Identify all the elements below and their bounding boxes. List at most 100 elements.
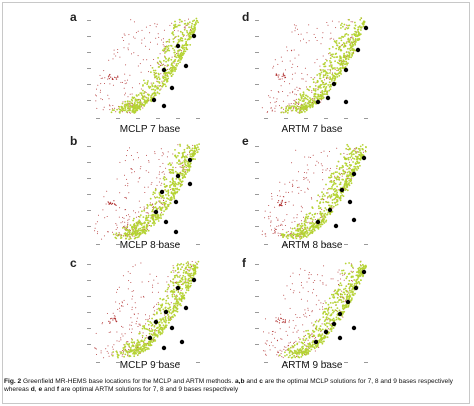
demand-point: [177, 30, 179, 32]
coverage-point: [132, 219, 135, 222]
x-tick-mark: [196, 362, 200, 363]
coverage-point: [321, 197, 324, 200]
coverage-point: [150, 225, 152, 227]
coverage-point: [157, 76, 160, 79]
coverage-point: [127, 109, 129, 112]
coverage-point: [167, 194, 170, 197]
x-tick-mark: [176, 118, 180, 119]
coverage-point: [163, 78, 166, 81]
coverage-point: [292, 232, 295, 234]
coverage-point: [175, 63, 178, 65]
coverage-point: [137, 107, 140, 110]
base-marker: [339, 187, 345, 193]
coverage-point: [172, 292, 174, 294]
coverage-point: [321, 95, 324, 97]
demand-point: [305, 80, 307, 82]
y-tick-mark: [255, 52, 259, 53]
demand-point: [281, 201, 283, 203]
coverage-point: [183, 168, 185, 171]
demand-point: [343, 296, 345, 298]
demand-point: [296, 217, 298, 219]
coverage-point: [345, 42, 348, 44]
coverage-point: [190, 25, 193, 27]
coverage-point: [354, 30, 357, 33]
coverage-point: [330, 306, 333, 309]
demand-point: [126, 178, 128, 180]
coverage-point: [313, 229, 316, 232]
demand-point: [264, 342, 266, 344]
coverage-point: [194, 21, 197, 24]
demand-point: [274, 347, 276, 349]
coverage-point: [193, 23, 196, 26]
coverage-point: [154, 334, 156, 337]
demand-point: [311, 335, 313, 337]
coverage-point: [298, 227, 300, 230]
demand-point: [121, 333, 123, 335]
coverage-point: [309, 222, 312, 224]
demand-point: [108, 104, 110, 106]
coverage-point: [118, 106, 121, 108]
panel-label-c: MCLP 9 base: [119, 360, 181, 371]
coverage-point: [131, 228, 134, 231]
coverage-point: [141, 334, 144, 337]
demand-point: [148, 328, 150, 330]
coverage-point: [160, 312, 162, 315]
coverage-point: [169, 186, 171, 189]
coverage-point: [345, 184, 347, 187]
demand-point: [149, 202, 151, 204]
demand-point: [104, 83, 105, 84]
demand-point: [341, 175, 343, 177]
coverage-point: [141, 327, 144, 330]
coverage-point: [143, 326, 146, 329]
coverage-point: [119, 108, 122, 111]
coverage-point: [177, 263, 179, 266]
demand-point: [185, 167, 187, 168]
coverage-point: [321, 92, 324, 95]
coverage-point: [161, 195, 164, 197]
demand-point: [134, 37, 136, 39]
demand-point: [292, 108, 294, 110]
demand-point: [342, 316, 344, 318]
demand-point: [322, 282, 324, 284]
coverage-point: [344, 58, 347, 61]
coverage-point: [151, 341, 154, 343]
coverage-point: [317, 329, 320, 332]
coverage-point: [154, 89, 157, 92]
demand-point: [99, 74, 101, 76]
coverage-point: [285, 235, 288, 238]
coverage-point: [304, 232, 306, 234]
coverage-point: [192, 267, 195, 270]
coverage-point: [169, 202, 172, 205]
demand-point: [148, 281, 150, 283]
coverage-point: [342, 269, 345, 272]
demand-point: [281, 75, 283, 77]
coverage-point: [310, 229, 313, 232]
demand-point: [274, 229, 276, 231]
coverage-point: [357, 38, 359, 40]
coverage-point: [173, 196, 175, 199]
demand-point: [329, 54, 331, 56]
demand-point: [131, 331, 133, 333]
demand-point: [115, 55, 117, 57]
coverage-point: [297, 350, 300, 352]
coverage-point: [300, 97, 303, 100]
panel-letter-c: c: [70, 256, 77, 270]
coverage-point: [115, 232, 118, 235]
coverage-point: [125, 104, 128, 107]
coverage-point: [185, 173, 187, 175]
demand-point: [114, 315, 116, 317]
demand-point: [116, 178, 118, 180]
demand-point: [311, 333, 313, 335]
coverage-point: [311, 221, 314, 224]
coverage-point: [346, 174, 348, 176]
demand-point: [129, 112, 131, 114]
demand-point: [343, 274, 345, 276]
demand-point: [264, 217, 266, 219]
coverage-point: [115, 350, 118, 353]
coverage-point: [161, 196, 164, 199]
demand-point: [311, 310, 313, 312]
demand-point: [151, 328, 152, 330]
demand-point: [300, 40, 301, 42]
coverage-point: [350, 155, 353, 157]
coverage-point: [191, 155, 193, 158]
